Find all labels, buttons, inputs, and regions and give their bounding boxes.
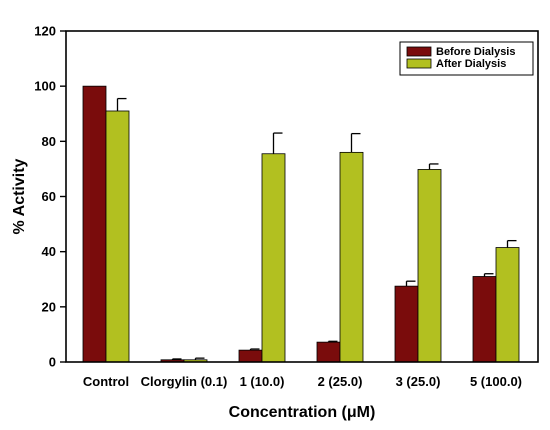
bar-before-dialysis <box>238 349 263 363</box>
x-tick-label: Clorgylin (0.1) <box>141 374 228 389</box>
bar-after-dialysis <box>261 153 286 363</box>
y-axis-label: % Activity <box>11 158 28 234</box>
legend-label-before-dialysis: Before Dialysis <box>436 46 515 58</box>
y-axis-ticks: 0 20 40 60 80 100 120 <box>34 24 66 370</box>
x-tick-label: 1 (10.0) <box>240 374 285 389</box>
y-tick-label: 40 <box>42 244 56 259</box>
bar-after-dialysis <box>105 110 130 363</box>
bar-after-dialysis <box>339 151 364 363</box>
x-tick-label: 5 (100.0) <box>470 374 522 389</box>
y-tick-label: 60 <box>42 189 56 204</box>
y-tick-label: 120 <box>34 24 56 39</box>
bar-before-dialysis <box>394 285 419 363</box>
plot-frame <box>65 30 539 363</box>
legend-swatch-after-dialysis <box>406 58 432 69</box>
x-axis-label: Concentration (μM) <box>229 404 376 421</box>
x-tick-label: 3 (25.0) <box>396 374 441 389</box>
y-tick-label: 80 <box>42 134 56 149</box>
legend: Before Dialysis After Dialysis <box>399 41 534 76</box>
legend-swatch-before-dialysis <box>406 46 432 57</box>
x-tick-label: 2 (25.0) <box>318 374 363 389</box>
bar-before-dialysis <box>472 276 497 363</box>
bar-before-dialysis <box>316 341 341 363</box>
bar-after-dialysis <box>417 169 442 363</box>
y-tick-label: 20 <box>42 299 56 314</box>
y-tick-label: 0 <box>49 355 56 370</box>
x-tick-label: Control <box>83 374 129 389</box>
x-axis-ticks: Control Clorgylin (0.1) 1 (10.0) 2 (25.0) 3 … <box>83 374 522 389</box>
legend-label-after-dialysis: After Dialysis <box>436 58 506 70</box>
bar-before-dialysis <box>82 85 107 363</box>
bar-after-dialysis <box>495 247 520 363</box>
y-tick-label: 100 <box>34 79 56 94</box>
bars <box>82 85 520 363</box>
